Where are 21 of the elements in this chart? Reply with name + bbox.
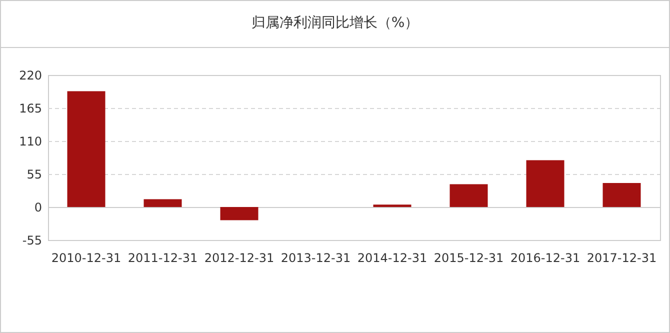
y-tick-label: 0: [34, 200, 42, 214]
y-tick-label: 110: [19, 134, 42, 148]
bar: [602, 183, 641, 207]
y-tick-label: 165: [19, 102, 42, 116]
x-tick-label: 2013-12-31: [280, 251, 351, 265]
x-tick-label: 2010-12-31: [51, 251, 122, 265]
x-tick-label: 2014-12-31: [357, 251, 428, 265]
y-tick-label: 220: [19, 68, 42, 82]
bar: [526, 160, 564, 207]
x-tick-label: 2011-12-31: [128, 251, 198, 265]
y-tick-label: 55: [26, 168, 42, 182]
y-tick-label: -55: [22, 234, 42, 248]
bar: [144, 199, 182, 207]
x-tick-label: 2012-12-31: [204, 251, 274, 265]
x-tick-label: 2016-12-31: [510, 251, 580, 265]
bar: [67, 91, 106, 207]
bar: [450, 184, 488, 207]
x-tick-label: 2015-12-31: [434, 251, 504, 265]
bar: [220, 207, 258, 220]
chart-title: 归属净利润同比增长（%）: [251, 15, 419, 31]
x-tick-label: 2017-12-31: [586, 251, 657, 265]
